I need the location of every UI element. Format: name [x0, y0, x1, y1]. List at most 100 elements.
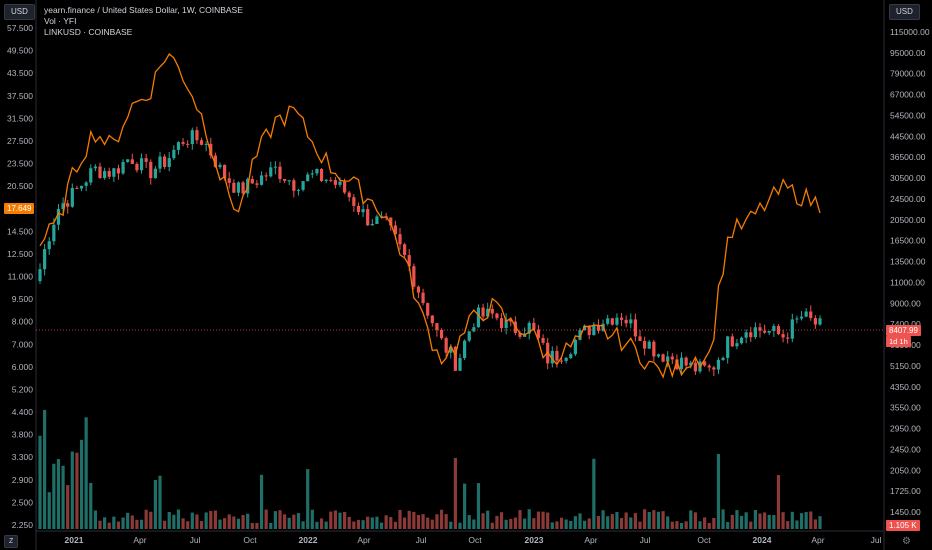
candle-body — [333, 180, 337, 185]
volume-bar — [744, 512, 748, 529]
candle-body — [772, 326, 776, 331]
candle-body — [476, 307, 481, 328]
left-tick-label: 12.500 — [7, 249, 33, 259]
candle-body — [130, 159, 134, 164]
volume-bar — [763, 512, 767, 529]
candle-body — [310, 173, 314, 175]
candle-body — [426, 303, 430, 316]
candle-body — [153, 168, 157, 179]
candle-body — [107, 171, 111, 177]
candle-body — [393, 225, 397, 235]
volume-bar — [569, 520, 573, 529]
volume-bar — [619, 518, 624, 529]
time-tick-label: Jul — [871, 535, 882, 545]
candle-body — [790, 319, 794, 339]
candle-body — [449, 346, 453, 353]
candle-body — [139, 158, 144, 171]
volume-bar — [776, 475, 781, 529]
volume-bar — [703, 517, 707, 529]
candle-body — [343, 181, 347, 193]
volume-bar — [458, 522, 462, 529]
time-tick-label: Apr — [811, 535, 824, 545]
candle-body — [703, 361, 707, 366]
volume-bar — [592, 458, 596, 529]
right-tick-label: 24500.00 — [890, 194, 926, 204]
volume-bar — [472, 519, 476, 529]
candle-body — [218, 164, 222, 168]
candle-body — [518, 332, 522, 337]
volume-bar — [712, 518, 716, 529]
volume-bar — [643, 509, 647, 529]
compare-line — [39, 53, 821, 379]
volume-bar — [578, 513, 582, 529]
candle-body — [633, 319, 637, 337]
candle-body — [241, 182, 245, 194]
gear-icon[interactable]: ⚙ — [902, 536, 911, 547]
right-currency-button[interactable]: USD — [889, 4, 920, 20]
volume-bar — [255, 522, 259, 529]
left-tick-label: 11.000 — [8, 272, 34, 282]
volume-bar — [730, 514, 734, 529]
volume-bar — [176, 509, 181, 529]
candle-body — [223, 164, 227, 179]
symbol-title: yearn.finance / United States Dollar, 1W… — [44, 5, 243, 15]
volume-bar — [70, 451, 74, 529]
volume-bar — [767, 514, 771, 529]
candle-body — [439, 329, 444, 339]
volume-bar — [629, 517, 633, 529]
candle-body — [181, 142, 185, 144]
volume-bar — [601, 510, 605, 529]
time-tick-label: 2024 — [753, 535, 772, 545]
left-tick-label: 14.500 — [7, 226, 33, 236]
volume-bar — [107, 522, 111, 529]
auto-scale-button[interactable]: Z — [4, 535, 19, 548]
candle-body — [721, 357, 725, 360]
candle-body — [259, 175, 264, 185]
candle-body — [735, 343, 739, 347]
candle-body — [661, 354, 665, 362]
candle-body — [619, 317, 624, 320]
candle-body — [753, 327, 757, 338]
right-tick-label: 115000.00 — [890, 27, 930, 37]
volume-bar — [449, 521, 453, 529]
volume-bar — [633, 513, 637, 529]
volume-bar — [546, 512, 550, 529]
volume-bar — [167, 511, 171, 529]
volume-bar — [324, 521, 328, 529]
left-tick-label: 3.300 — [12, 452, 34, 462]
candle-body — [199, 140, 204, 145]
right-tick-label: 3550.00 — [890, 403, 921, 413]
volume-bar — [467, 515, 471, 529]
candle-body — [98, 166, 102, 179]
volume-bar — [666, 516, 670, 529]
volume-bar — [670, 521, 674, 529]
volume-tag: 1.105 K — [886, 520, 920, 531]
left-currency-button[interactable]: USD — [4, 4, 35, 20]
candle-body — [776, 326, 781, 335]
left-tick-label: 43.500 — [7, 68, 33, 78]
candle-body — [398, 234, 402, 245]
candle-body — [615, 317, 619, 325]
right-tick-label: 20500.00 — [890, 215, 926, 225]
volume-bar — [758, 513, 762, 529]
volume-bar — [804, 512, 808, 529]
volume-bar — [227, 514, 231, 529]
candle-body — [606, 318, 610, 324]
candle-body — [499, 318, 504, 329]
volume-bar — [679, 522, 684, 529]
candle-body — [56, 209, 61, 225]
volume-bar — [726, 522, 730, 529]
volume-bar — [753, 509, 757, 529]
volume-bar — [338, 512, 342, 529]
volume-bar — [587, 518, 591, 529]
candle-body — [227, 178, 231, 183]
volume-bar — [333, 510, 337, 529]
candle-body — [149, 161, 153, 179]
volume-bar — [103, 517, 107, 529]
candle-body — [412, 266, 416, 287]
volume-bar — [250, 522, 254, 529]
volume-bar — [301, 521, 305, 529]
candle-body — [213, 155, 217, 168]
